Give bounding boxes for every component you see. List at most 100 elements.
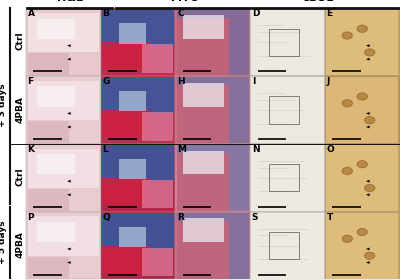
- Polygon shape: [366, 193, 370, 196]
- Bar: [102, 42, 150, 69]
- Text: H&E: H&E: [57, 0, 83, 3]
- Bar: [101, 144, 176, 212]
- Text: K: K: [28, 145, 35, 154]
- Bar: [28, 189, 69, 211]
- Polygon shape: [366, 261, 370, 264]
- Bar: [177, 221, 229, 279]
- Text: Ctrl: Ctrl: [16, 31, 24, 50]
- Bar: [102, 214, 174, 249]
- Bar: [251, 213, 324, 279]
- Circle shape: [357, 25, 368, 32]
- Polygon shape: [67, 193, 71, 196]
- Bar: [269, 232, 299, 259]
- Circle shape: [342, 32, 352, 39]
- Bar: [176, 8, 250, 76]
- Bar: [26, 76, 101, 144]
- Bar: [28, 149, 99, 188]
- Circle shape: [342, 100, 352, 107]
- Polygon shape: [67, 125, 71, 128]
- Bar: [325, 212, 400, 279]
- Bar: [250, 144, 325, 212]
- Text: E: E: [326, 9, 333, 18]
- Bar: [101, 76, 176, 144]
- Bar: [37, 18, 74, 39]
- Polygon shape: [366, 112, 370, 115]
- Bar: [120, 159, 146, 179]
- Polygon shape: [366, 44, 370, 47]
- Text: P: P: [28, 213, 34, 221]
- Bar: [325, 76, 400, 144]
- Bar: [176, 76, 250, 144]
- Polygon shape: [366, 248, 370, 250]
- Bar: [101, 212, 176, 279]
- Circle shape: [364, 116, 375, 124]
- Bar: [120, 227, 146, 247]
- Bar: [183, 151, 224, 174]
- Polygon shape: [366, 58, 370, 61]
- Bar: [120, 91, 146, 111]
- Text: CD31: CD31: [302, 0, 334, 3]
- Polygon shape: [67, 180, 71, 183]
- Polygon shape: [67, 248, 71, 250]
- Bar: [102, 10, 174, 46]
- Bar: [142, 112, 173, 141]
- Bar: [102, 78, 174, 113]
- Text: R: R: [177, 213, 184, 221]
- Bar: [102, 110, 150, 137]
- Bar: [269, 29, 299, 56]
- Bar: [251, 9, 324, 75]
- Bar: [176, 144, 250, 212]
- Bar: [142, 44, 173, 73]
- Bar: [326, 213, 398, 279]
- Text: F: F: [28, 77, 34, 86]
- Text: S: S: [252, 213, 258, 221]
- Bar: [183, 15, 224, 39]
- Circle shape: [357, 228, 368, 236]
- Polygon shape: [67, 261, 71, 264]
- Text: O: O: [326, 145, 334, 154]
- Bar: [177, 145, 249, 211]
- Bar: [251, 77, 324, 143]
- Text: M: M: [177, 145, 186, 154]
- Bar: [26, 212, 101, 279]
- Text: T: T: [326, 213, 333, 221]
- Text: J: J: [326, 77, 330, 86]
- Text: N: N: [252, 145, 259, 154]
- Bar: [177, 85, 229, 143]
- Polygon shape: [67, 44, 71, 47]
- Circle shape: [342, 167, 352, 175]
- Bar: [28, 121, 69, 143]
- Bar: [251, 145, 324, 211]
- Bar: [37, 86, 74, 107]
- Bar: [326, 9, 398, 75]
- Bar: [177, 18, 229, 75]
- Bar: [26, 144, 101, 212]
- Text: H: H: [177, 77, 185, 86]
- Bar: [177, 77, 249, 143]
- Bar: [269, 97, 299, 123]
- Circle shape: [364, 184, 375, 192]
- Bar: [102, 146, 174, 181]
- Circle shape: [342, 235, 352, 242]
- Polygon shape: [67, 112, 71, 115]
- Bar: [28, 13, 99, 52]
- Bar: [28, 257, 69, 278]
- Text: MTC: MTC: [170, 0, 198, 3]
- Bar: [326, 145, 398, 211]
- Text: B: B: [102, 9, 109, 18]
- Text: C: C: [177, 9, 184, 18]
- Text: + 5 days: + 5 days: [0, 220, 7, 264]
- Text: Ctrl: Ctrl: [16, 167, 24, 186]
- Bar: [325, 144, 400, 212]
- Polygon shape: [366, 125, 370, 128]
- Bar: [102, 178, 150, 205]
- Text: 4PBA: 4PBA: [16, 96, 24, 123]
- Bar: [177, 213, 249, 279]
- Bar: [26, 8, 101, 76]
- Bar: [250, 212, 325, 279]
- Circle shape: [364, 49, 375, 56]
- Text: D: D: [252, 9, 259, 18]
- Text: Q: Q: [102, 213, 110, 221]
- Polygon shape: [67, 58, 71, 61]
- Text: A: A: [28, 9, 35, 18]
